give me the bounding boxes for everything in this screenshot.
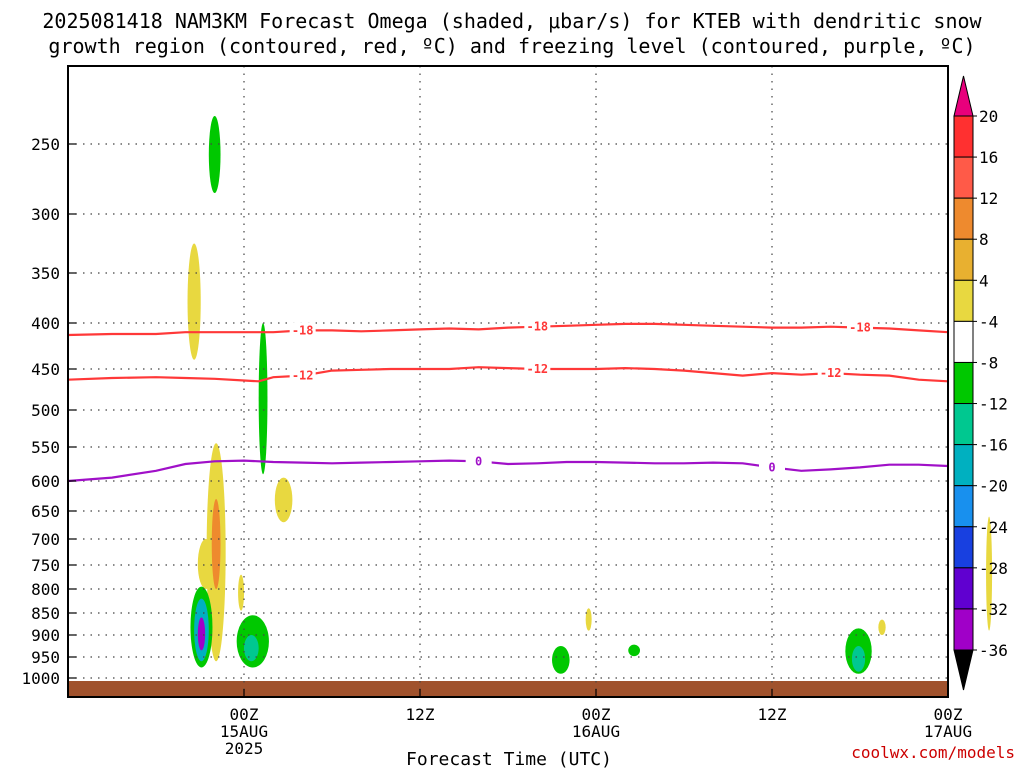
colorbar-segment-9 [953, 485, 974, 528]
colorbar-segment-7 [953, 403, 974, 446]
omega-shaded-region-1 [187, 243, 201, 360]
colorbar-bottom-arrow [953, 649, 974, 691]
colorbar-segment-3 [953, 238, 974, 281]
colorbar-label-1: 16 [979, 148, 998, 167]
colorbar-segment-6 [953, 361, 974, 405]
colorbar-segment-5 [953, 320, 974, 363]
contour-line-2 [68, 459, 948, 483]
omega-shaded-region-17 [851, 646, 866, 672]
y-axis: 250 300 350 400 450 500 550 600 650 700 750 800 850 9… [21, 135, 76, 688]
x-tick-label-0: 00Z [230, 705, 259, 724]
y-tick-label-950: 950 [31, 648, 60, 667]
y-tick-label-900: 900 [31, 626, 60, 645]
omega-shaded-region-2 [258, 323, 268, 475]
colorbar: 20 16 12 8 4 -4 -8 -12 -16 -20 -24 -28 -32 -36 [953, 75, 1008, 691]
y-tick-label-1000: 1000 [21, 669, 60, 688]
y-tick-label-350: 350 [31, 264, 60, 283]
contour-label-0-2: -18 [849, 321, 871, 335]
contour-line-1 [68, 366, 948, 383]
y-tick-label-750: 750 [31, 556, 60, 575]
x-tick-date-2: 16AUG [572, 722, 620, 741]
contour-label-1-0: -12 [292, 369, 314, 383]
y-tick-label-600: 600 [31, 472, 60, 491]
contour-label-bg-2-1 [759, 459, 785, 475]
x-tick-label-3: 12Z [758, 705, 787, 724]
colorbar-label-8: -16 [979, 436, 1008, 455]
y-tick-label-850: 850 [31, 604, 60, 623]
contour-label-0-1: -18 [526, 320, 548, 334]
omega-shaded-region-3 [274, 477, 293, 523]
terrain-strip [68, 681, 948, 697]
chart-title-line-1: 2025081418 NAM3KM Forecast Omega (shaded… [42, 9, 982, 33]
colorbar-segment-12 [953, 608, 974, 651]
contour-line-0 [68, 322, 948, 337]
chart-title-line-2: growth region (contoured, red, ºC) and f… [48, 34, 975, 58]
contour-label-bg-0-2 [847, 319, 873, 335]
colorbar-segment-1 [953, 156, 974, 199]
colorbar-label-9: -20 [979, 477, 1008, 496]
omega-shaded-region-19 [986, 516, 993, 631]
colorbar-label-0: 20 [979, 107, 998, 126]
contour-label-2-1: 0 [768, 460, 775, 474]
x-tick-label-2: 00Z [582, 705, 611, 724]
contour-label-bg-1-0 [289, 367, 316, 383]
y-tick-label-700: 700 [31, 530, 60, 549]
y-tick-label-500: 500 [31, 401, 60, 420]
y-tick-label-400: 400 [31, 314, 60, 333]
omega-shaded-region-18 [878, 619, 886, 635]
y-tick-label-450: 450 [31, 360, 60, 379]
colorbar-label-6: -8 [979, 353, 998, 372]
x-tick-year-0: 2025 [225, 739, 264, 758]
colorbar-label-7: -12 [979, 395, 1008, 414]
omega-shaded-region-0 [208, 116, 221, 193]
colorbar-segment-2 [953, 197, 974, 240]
y-tick-label-300: 300 [31, 205, 60, 224]
colorbar-top-arrow [953, 75, 974, 117]
colorbar-label-11: -28 [979, 559, 1008, 578]
colorbar-label-5: -4 [979, 312, 998, 331]
colorbar-label-10: -24 [979, 518, 1008, 537]
colorbar-segment-0 [953, 115, 974, 158]
x-axis-title: Forecast Time (UTC) [406, 749, 612, 768]
y-tick-label-550: 550 [31, 438, 60, 457]
contour-label-bg-1-1 [524, 361, 551, 376]
omega-shaded-region-14 [585, 608, 592, 631]
omega-shaded-region-12 [244, 635, 259, 662]
colorbar-label-12: -32 [979, 600, 1008, 619]
credit-text: coolwx.com/models [851, 743, 1015, 762]
contour-label-bg-0-0 [289, 322, 316, 338]
contour-label-1-2: -12 [820, 366, 842, 380]
omega-shaded-region-7 [238, 574, 245, 611]
x-tick-label-4: 00Z [934, 705, 963, 724]
x-tick-date-4: 17AUG [924, 722, 972, 741]
y-tick-label-250: 250 [31, 135, 60, 154]
contour-label-bg-2-0 [465, 453, 492, 469]
colorbar-segment-10 [953, 526, 974, 569]
colorbar-segment-8 [953, 444, 974, 487]
x-tick-label-1: 12Z [406, 705, 435, 724]
y-tick-label-800: 800 [31, 580, 60, 599]
contour-label-bg-0-1 [524, 318, 551, 334]
colorbar-label-13: -36 [979, 641, 1008, 660]
omega-shaded-region-6 [211, 499, 221, 589]
contour-label-1-1: -12 [526, 362, 548, 376]
omega-shaded-region-15 [628, 644, 641, 657]
colorbar-label-2: 12 [979, 189, 998, 208]
colorbar-segment-11 [953, 567, 974, 610]
x-tick-date-0: 15AUG [220, 722, 268, 741]
y-tick-label-650: 650 [31, 502, 60, 521]
plot-frame [67, 65, 949, 698]
colorbar-label-3: 8 [979, 230, 989, 249]
colorbar-segment-4 [953, 279, 974, 322]
omega-shaded-region-10 [197, 617, 206, 651]
contour-label-2-0: 0 [475, 454, 482, 468]
plot-area: -18 -18 -18 -12 -12 -12 0 0 [67, 65, 993, 698]
contour-label-bg-1-2 [817, 365, 844, 381]
omega-shaded-region-13 [552, 646, 570, 674]
contour-label-0-0: -18 [292, 323, 314, 337]
colorbar-label-4: 4 [979, 271, 989, 290]
